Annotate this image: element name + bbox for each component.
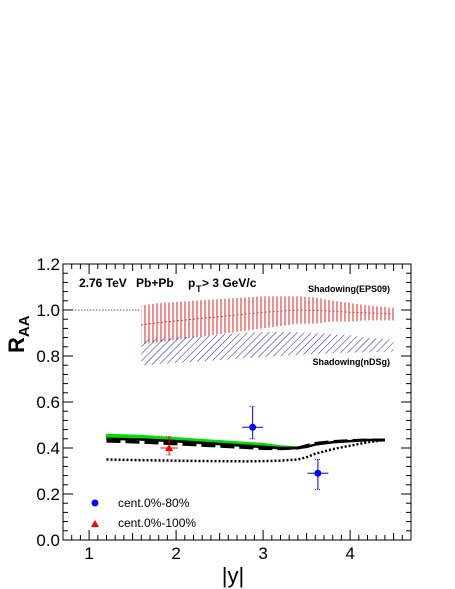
axes: 0.0 0.2 0.4 0.6 0.8 1.0 1.2 1 2 3 4 xyxy=(36,255,411,563)
y-tick-label: 0.6 xyxy=(36,393,60,412)
y-tick-label: 1.0 xyxy=(36,301,60,320)
band-eps09-center xyxy=(141,309,394,326)
annotation-system: Pb+Pb xyxy=(136,276,174,290)
circle-point-1 xyxy=(314,469,322,477)
legend-label-0-100: cent.0%-100% xyxy=(118,516,196,530)
y-tick-label: 0.8 xyxy=(36,347,60,366)
annotation-energy: 2.76 TeV xyxy=(79,276,127,290)
y-tick-label: 0.2 xyxy=(36,485,60,504)
x-tick-label: 3 xyxy=(258,544,267,563)
annotation-cut-suffix: > 3 GeV/c xyxy=(202,276,257,290)
y-tick-label: 0.4 xyxy=(36,439,60,458)
legend: cent.0%-80% cent.0%-100% xyxy=(91,496,196,530)
series-dashed-line xyxy=(106,438,385,451)
x-tick-label: 2 xyxy=(171,544,180,563)
y-axis-title: RAA xyxy=(4,315,33,353)
plot-area xyxy=(63,296,394,490)
y-tick-label: 0.0 xyxy=(36,531,60,550)
triangle-point-0 xyxy=(165,444,174,451)
annotation-cut-prefix: p xyxy=(188,276,195,290)
circle-point-0 xyxy=(249,423,257,431)
x-tick-label: 1 xyxy=(84,544,93,563)
annotation-cut-sub: T xyxy=(196,284,202,294)
x-tick-label: 4 xyxy=(345,544,354,563)
band-eps09 xyxy=(141,296,394,345)
y-tick-label: 1.2 xyxy=(36,255,60,274)
legend-marker-triangle xyxy=(91,520,99,527)
band-label-ndsg: Shadowing(nDSg) xyxy=(313,357,391,367)
x-axis-title: |y| xyxy=(222,563,244,588)
legend-marker-circle xyxy=(91,499,99,507)
band-ndsg xyxy=(141,331,394,366)
legend-label-0-80: cent.0%-80% xyxy=(118,496,190,510)
band-label-eps09: Shadowing(EPS09) xyxy=(308,284,390,294)
